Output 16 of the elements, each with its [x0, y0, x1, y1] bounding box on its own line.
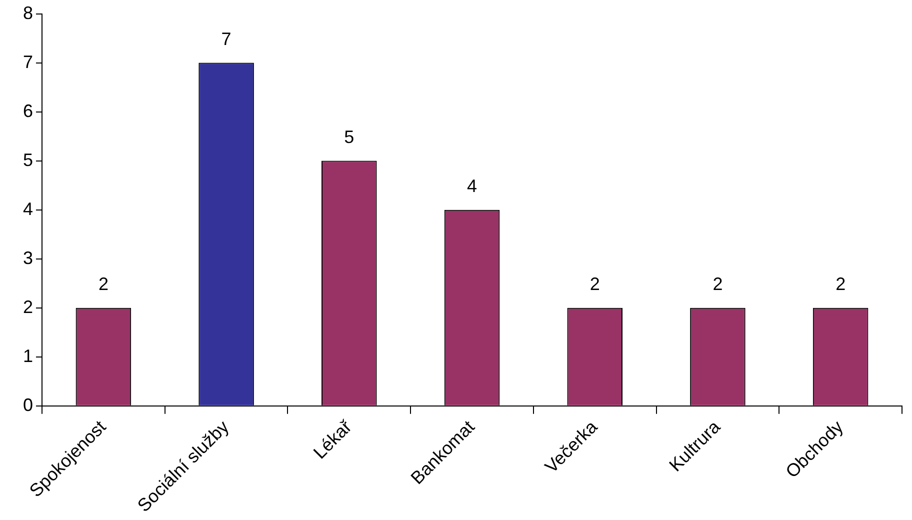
data-label: 2	[590, 274, 600, 294]
y-tick-label: 0	[22, 394, 34, 415]
y-tick-label: 6	[22, 100, 34, 121]
data-label: 7	[221, 28, 232, 49]
y-tick-label: 1	[22, 346, 34, 366]
data-label: 2	[836, 274, 846, 294]
y-tick-label: 8	[22, 2, 34, 23]
y-tick-label: 7	[22, 52, 34, 72]
data-label: 5	[344, 126, 354, 147]
y-tick-label: 4	[22, 198, 34, 219]
data-label: 4	[467, 176, 478, 196]
data-label: 2	[98, 274, 108, 294]
y-tick-label: 5	[22, 150, 34, 170]
y-tick-label: 3	[22, 248, 34, 268]
data-label: 2	[712, 274, 723, 294]
y-tick-label: 2	[22, 296, 34, 317]
